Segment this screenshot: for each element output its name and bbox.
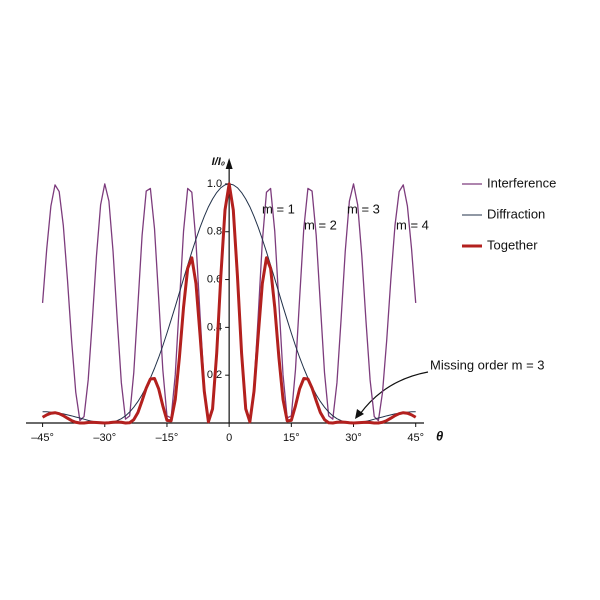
- x-tick-label: –30°: [93, 432, 116, 444]
- legend-label: Interference: [487, 175, 556, 190]
- annotation-arrowhead: [355, 409, 364, 419]
- x-tick-label: –45°: [31, 432, 54, 444]
- x-axis-label: θ: [436, 428, 443, 443]
- x-tick-label: –15°: [156, 432, 179, 444]
- y-tick-label: 0.8: [207, 226, 222, 238]
- y-tick-label: 1.0: [207, 178, 222, 190]
- series-line: [41, 182, 417, 425]
- annotation: m = 3: [347, 201, 380, 216]
- y-tick-label: 0.6: [207, 273, 222, 285]
- y-axis-label: I/I₀: [212, 156, 226, 168]
- annotation: m = 2: [304, 217, 337, 232]
- annotation: m = 4: [396, 217, 429, 232]
- x-tick-label: 30°: [345, 432, 362, 444]
- annotation-arrow: [359, 371, 429, 415]
- legend-label: Together: [487, 237, 538, 252]
- y-axis-arrow: [225, 158, 233, 169]
- x-tick-label: 45°: [407, 432, 424, 444]
- annotation: m = 1: [262, 201, 295, 216]
- x-tick-label: 15°: [283, 432, 300, 444]
- x-tick-label: 0: [226, 432, 232, 444]
- y-tick-label: 0.4: [207, 321, 222, 333]
- legend-label: Diffraction: [487, 206, 545, 221]
- annotation: Missing order m = 3: [430, 357, 545, 372]
